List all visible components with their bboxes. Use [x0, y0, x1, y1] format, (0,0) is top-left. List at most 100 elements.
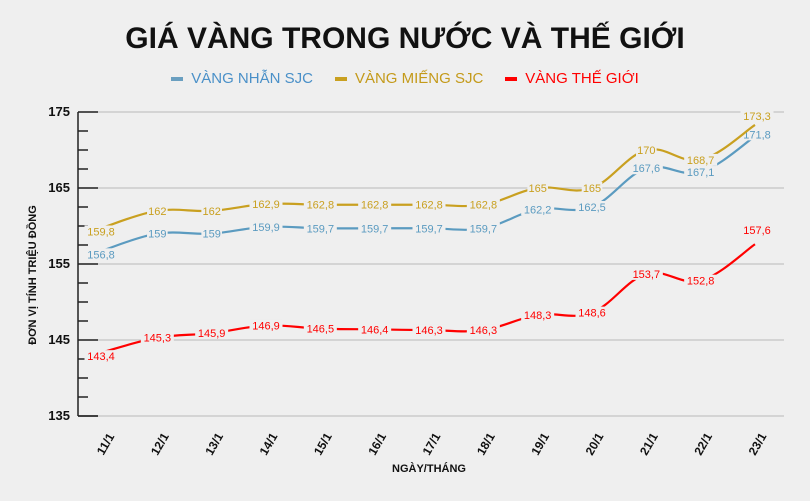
data-label-bg: [84, 248, 118, 261]
data-label-bg: [412, 324, 446, 337]
data-label: 162,8: [415, 200, 443, 212]
data-label: 165: [583, 183, 601, 195]
x-tick-label: 20/1: [583, 430, 607, 458]
data-label-bg: [249, 319, 283, 332]
data-label: 162,8: [307, 200, 335, 212]
chart-title: GIÁ VÀNG TRONG NƯỚC VÀ THẾ GIỚI: [125, 22, 685, 55]
x-tick-label: 18/1: [474, 430, 498, 458]
data-label: 159: [202, 229, 220, 241]
data-label: 159,7: [470, 223, 498, 235]
data-label: 162,2: [524, 204, 552, 216]
x-tick-label: 16/1: [365, 430, 389, 458]
data-label: 173,3: [743, 111, 771, 123]
x-tick-label: 23/1: [746, 430, 770, 458]
data-label: 148,3: [524, 310, 552, 322]
data-label-bg: [466, 198, 500, 211]
x-tick-label: 11/1: [94, 430, 118, 457]
data-label: 162,9: [252, 199, 280, 211]
data-label: 159,7: [361, 223, 389, 235]
data-label: 159,7: [307, 223, 335, 235]
y-axis-title: ĐƠN VỊ TÍNH TRIỆU ĐỒNG: [26, 205, 39, 345]
data-label: 143,4: [87, 351, 115, 363]
data-label-bg: [684, 153, 718, 166]
data-label-bg: [629, 267, 663, 280]
data-label: 159,8: [87, 227, 115, 239]
data-label-bg: [84, 225, 118, 238]
y-tick-label: 145: [48, 332, 70, 347]
data-label-bg: [740, 128, 774, 141]
data-label: 162,5: [578, 202, 606, 214]
data-label-bg: [575, 306, 609, 319]
data-label: 145,9: [198, 328, 226, 340]
data-label: 146,3: [415, 325, 443, 337]
data-label: 159,9: [252, 222, 280, 234]
data-label: 152,8: [687, 276, 715, 288]
legend-swatch-icon: [334, 76, 347, 81]
data-label: 159,7: [415, 223, 443, 235]
data-label: 171,8: [743, 129, 771, 141]
legend: VÀNG NHẪN SJC VÀNG MIẾNG SJC VÀNG THẾ GI…: [0, 70, 810, 87]
data-label-bg: [140, 331, 174, 344]
data-label: 165: [528, 183, 546, 195]
y-tick-label: 135: [48, 408, 70, 423]
x-tick-label: 19/1: [528, 430, 552, 458]
y-tick-label: 155: [48, 256, 70, 271]
data-label-bg: [147, 227, 168, 240]
data-label-bg: [466, 324, 500, 337]
data-label-bg: [303, 322, 337, 335]
data-label-bg: [636, 144, 657, 156]
data-label-bg: [575, 201, 609, 213]
data-label: 145,3: [144, 333, 172, 345]
x-tick-label: 15/1: [311, 430, 335, 458]
data-label-bg: [195, 327, 229, 340]
data-label: 162,8: [361, 200, 389, 212]
data-label-bg: [249, 220, 283, 233]
data-label-bg: [527, 182, 548, 194]
legend-label: VÀNG MIẾNG SJC: [354, 70, 484, 87]
data-label-bg: [358, 323, 392, 336]
data-label: 159: [148, 229, 166, 241]
data-label-bg: [303, 198, 337, 211]
legend-item-vang-nhan: VÀNG NHẪN SJC: [171, 70, 313, 87]
data-label-bg: [412, 222, 446, 235]
data-label: 156,8: [87, 249, 115, 261]
data-label-bg: [684, 166, 718, 179]
data-label-bg: [466, 222, 500, 235]
data-label: 167,6: [633, 163, 661, 175]
data-label-bg: [684, 274, 718, 287]
data-label-bg: [201, 227, 222, 240]
legend-item-vang-mieng: VÀNG MIẾNG SJC: [334, 70, 484, 87]
x-tick-label: 13/1: [202, 430, 226, 458]
data-label-bg: [201, 204, 222, 217]
data-label-bg: [358, 222, 392, 235]
x-axis-title: NGÀY/THÁNG: [392, 462, 466, 475]
data-label: 162: [148, 206, 166, 218]
data-label-bg: [521, 203, 555, 216]
legend-label: VÀNG NHẪN SJC: [191, 70, 313, 87]
data-label: 146,9: [252, 321, 280, 333]
y-tick-label: 175: [48, 104, 70, 119]
data-label: 148,6: [578, 308, 606, 320]
x-tick-label: 12/1: [148, 430, 172, 458]
data-label: 153,7: [633, 269, 661, 281]
data-label-bg: [358, 198, 392, 211]
legend-item-vang-the-gioi: VÀNG THẾ GIỚI: [505, 70, 639, 87]
x-tick-label: 21/1: [637, 430, 661, 458]
data-label: 162,8: [470, 200, 498, 212]
data-label: 146,5: [307, 324, 335, 336]
data-label-bg: [740, 109, 774, 122]
data-label-bg: [147, 204, 168, 217]
data-label: 170: [637, 145, 655, 157]
data-label-bg: [303, 222, 337, 235]
data-label: 146,4: [361, 324, 389, 336]
y-tick-label: 165: [48, 180, 70, 195]
series-line: [102, 123, 756, 229]
x-tick-label: 17/1: [420, 430, 444, 458]
legend-swatch-icon: [505, 76, 518, 81]
data-label-bg: [629, 162, 663, 175]
data-label-bg: [521, 308, 555, 321]
data-label-bg: [249, 197, 283, 210]
data-label: 167,1: [687, 167, 715, 179]
data-label: 157,6: [743, 225, 771, 237]
